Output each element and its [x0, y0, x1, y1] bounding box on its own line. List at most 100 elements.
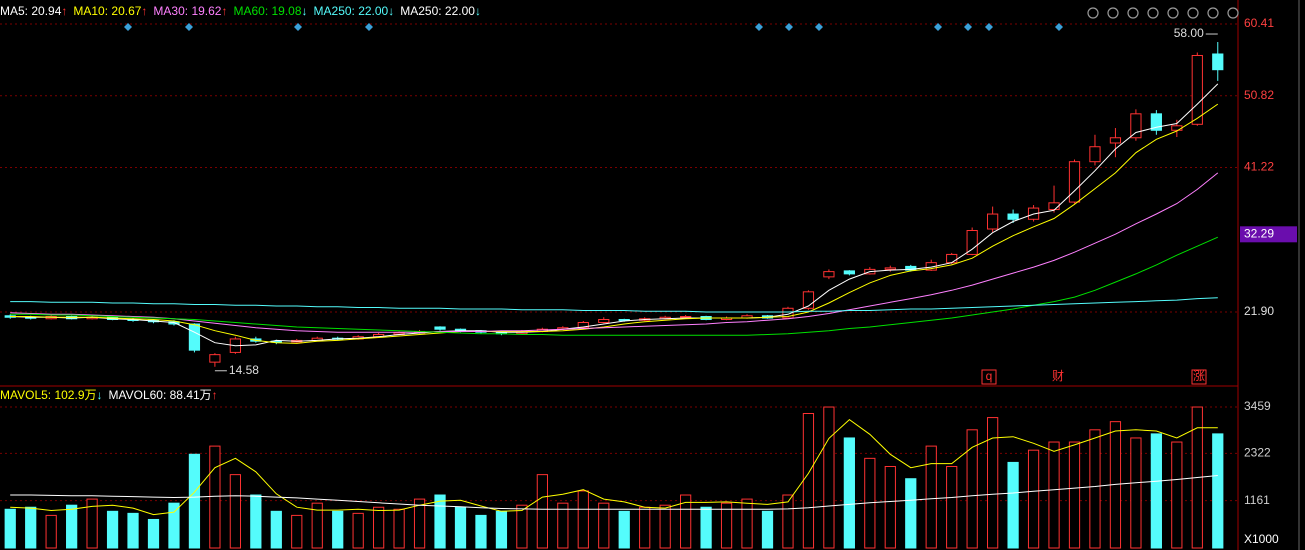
- volume-bar: [1027, 449, 1040, 549]
- high-label: 58.00: [1174, 26, 1204, 40]
- candle-body: [209, 354, 221, 363]
- legend: MA5: 20.94↑ MA10: 20.67↑ MA30: 19.62↑ MA60:…: [0, 4, 481, 18]
- volume-bar: [4, 508, 16, 549]
- volume-bar: [495, 510, 508, 549]
- event-diamond: [815, 23, 823, 31]
- volume-bar: [475, 514, 487, 549]
- legend-arrow: ↑: [221, 4, 227, 18]
- legend: MAVOL5: 102.9万↓ MAVOL60: 88.41万↑: [0, 388, 218, 402]
- legend-label: MA10: 20.67: [73, 4, 141, 18]
- volume-bar: [639, 506, 651, 549]
- candle-body: [823, 271, 835, 278]
- candle-body: [802, 291, 815, 309]
- legend-arrow: ↓: [97, 388, 103, 402]
- volume-bar: [782, 494, 794, 549]
- volume-bar: [557, 502, 569, 549]
- volume-bar: [1171, 441, 1183, 549]
- ma-line: [10, 83, 1219, 347]
- volume-bar: [618, 510, 630, 549]
- price-marker-box: [1240, 226, 1297, 243]
- low-label: 14.58: [229, 363, 259, 377]
- tool-icon[interactable]: [1167, 7, 1179, 19]
- volume-bar: [250, 494, 262, 549]
- event-box: [1191, 369, 1207, 385]
- volume-bar: [147, 518, 160, 549]
- candle-body: [782, 307, 794, 319]
- volume-bar: [25, 506, 37, 549]
- tool-icon[interactable]: [1227, 7, 1239, 19]
- volume-bar: [1007, 461, 1019, 549]
- legend-label: MAVOL60: 88.41万: [109, 388, 212, 402]
- candle-body: [1130, 113, 1142, 139]
- y-tick-label: 21.90: [1244, 304, 1274, 318]
- volume-bar: [311, 502, 323, 549]
- tool-icon[interactable]: [1207, 7, 1219, 19]
- volume-bar: [413, 498, 426, 549]
- event-diamond: [755, 23, 763, 31]
- volume-bar: [106, 510, 119, 549]
- legend-arrow: ↑: [212, 388, 218, 402]
- y-tick-label: 60.41: [1244, 16, 1274, 30]
- candle-body: [1109, 137, 1122, 144]
- volume-bar: [516, 504, 528, 549]
- event-diamond: [785, 23, 793, 31]
- candle-body: [843, 270, 855, 275]
- volume-bar: [270, 510, 282, 549]
- ma-line: [10, 172, 1219, 333]
- candle-body: [434, 326, 446, 330]
- event-label: 财: [1052, 369, 1064, 383]
- volume-bar: [209, 445, 221, 549]
- volume-bar: [1130, 437, 1142, 549]
- legend-arrow: ↓: [302, 4, 308, 18]
- tool-icon[interactable]: [1147, 7, 1159, 19]
- candle-body: [1171, 125, 1183, 131]
- price-marker-label: 32.29: [1244, 226, 1274, 240]
- volume-bar: [66, 504, 78, 549]
- y-tick-label: 50.82: [1244, 88, 1274, 102]
- volume-bar: [45, 514, 57, 549]
- event-diamond: [185, 23, 193, 31]
- candle-body: [188, 323, 201, 351]
- candle-body: [680, 316, 692, 319]
- tool-icon[interactable]: [1087, 7, 1099, 19]
- volume-bar: [823, 406, 835, 549]
- legend-label: MA30: 19.62: [153, 4, 221, 18]
- volume-bar: [127, 512, 139, 549]
- candle-body: [1068, 161, 1081, 203]
- event-label: q: [986, 369, 993, 383]
- volume-bar: [291, 514, 303, 549]
- candle-body: [598, 319, 610, 323]
- ma-line: [10, 475, 1218, 510]
- volume-bar: [843, 437, 855, 549]
- tool-icon[interactable]: [1127, 7, 1139, 19]
- ma-line: [10, 297, 1218, 313]
- legend-label: MA250: 22.00: [400, 4, 475, 18]
- ma-line: [10, 236, 1219, 336]
- event-diamond: [124, 23, 132, 31]
- candle-body: [577, 321, 589, 329]
- volume-bar: [925, 445, 937, 549]
- volume-bar: [987, 417, 999, 549]
- ma-line: [10, 103, 1219, 344]
- volume-bar: [761, 510, 774, 549]
- volume-bar: [1068, 441, 1081, 549]
- candle-body: [966, 229, 978, 255]
- candle-body: [987, 213, 999, 230]
- y-tick-label: 2322: [1244, 446, 1271, 460]
- candle-body: [1191, 54, 1203, 125]
- toolbar[interactable]: [1087, 7, 1239, 19]
- event-diamond: [365, 23, 373, 31]
- candle-body: [905, 265, 917, 271]
- unit-label: X1000: [1244, 532, 1279, 546]
- volume-bar: [946, 465, 958, 549]
- legend-arrow: ↓: [475, 4, 481, 18]
- tool-icon[interactable]: [1187, 7, 1199, 19]
- tool-icon[interactable]: [1107, 7, 1119, 19]
- volume-bar: [659, 504, 671, 549]
- volume-bar: [741, 498, 753, 549]
- volume-bar: [700, 506, 712, 549]
- event-diamond: [1055, 23, 1063, 31]
- legend-label: MA250: 22.00: [314, 4, 389, 18]
